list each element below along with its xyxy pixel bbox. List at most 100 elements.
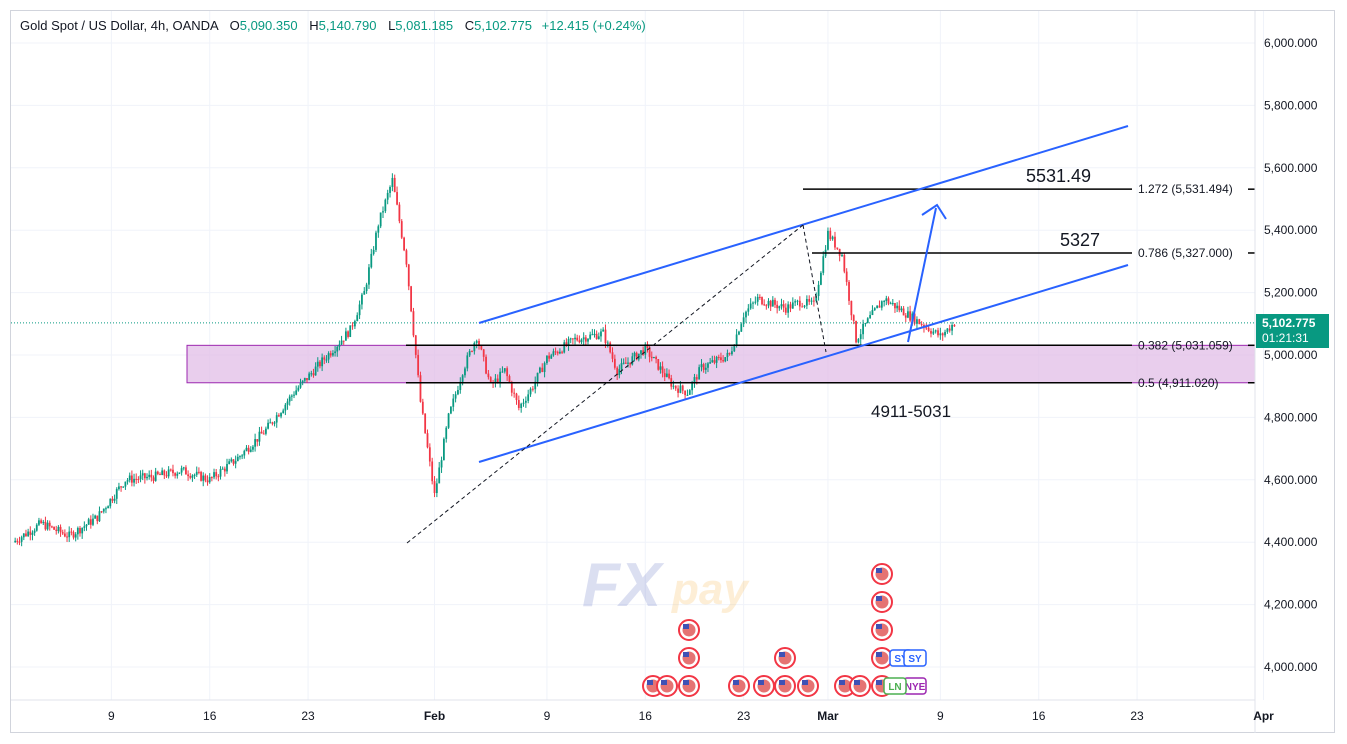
- candle-body: [226, 463, 228, 472]
- candle-body: [681, 385, 684, 391]
- candle-body: [704, 367, 707, 370]
- candle-body: [720, 357, 722, 361]
- open-value: 5,090.350: [239, 18, 298, 33]
- candle-body: [698, 367, 701, 380]
- candle-body: [57, 526, 60, 532]
- candle-body: [450, 406, 452, 414]
- price-tick-label: 5,000.000: [1264, 348, 1318, 362]
- symbol-title[interactable]: Gold Spot / US Dollar, 4h, OANDA: [20, 18, 218, 33]
- candle-body: [308, 373, 311, 381]
- candle-body: [445, 427, 448, 439]
- price-tick-label: 5,400.000: [1264, 223, 1318, 237]
- candle-body: [834, 236, 836, 248]
- candle-body: [688, 390, 691, 395]
- candle-body: [499, 371, 501, 383]
- candle-body: [461, 375, 464, 382]
- candle-body: [515, 393, 518, 401]
- candle-body: [349, 325, 352, 337]
- time-tick-label: 9: [937, 709, 944, 723]
- candle-body: [167, 469, 170, 477]
- candle-body: [174, 473, 177, 476]
- candle-body: [653, 357, 655, 359]
- candle-body: [169, 469, 172, 471]
- candle-body: [396, 192, 398, 205]
- candle-body: [72, 532, 75, 538]
- candle-body: [852, 315, 855, 321]
- candle-body: [803, 305, 806, 307]
- candle-body: [152, 477, 155, 481]
- candle-body: [841, 254, 843, 256]
- candle-body: [454, 394, 457, 399]
- ln-event-icon: LN: [888, 682, 901, 693]
- economic-events: SY SY NYE LN: [642, 563, 927, 697]
- candle-body: [189, 476, 192, 478]
- candle-body: [25, 533, 27, 537]
- candle-body: [604, 329, 607, 344]
- candle-body: [61, 532, 64, 534]
- candle-body: [323, 357, 326, 360]
- candle-body: [299, 382, 302, 388]
- candle-body: [319, 361, 321, 367]
- candle-body: [290, 395, 293, 397]
- candle-body: [150, 474, 153, 478]
- candle-body: [635, 352, 638, 360]
- candle-body: [869, 315, 872, 319]
- candle-body: [941, 333, 944, 336]
- candle-body: [447, 413, 450, 428]
- candle-body: [63, 533, 66, 537]
- candle-body: [848, 281, 850, 301]
- candle-body: [571, 338, 574, 340]
- candle-body: [810, 300, 813, 302]
- last-price-badge: 5,102.775 01:21:31: [1256, 314, 1329, 348]
- candle-body: [198, 471, 200, 473]
- time-tick-label: 9: [108, 709, 115, 723]
- high-label: H: [309, 18, 319, 33]
- candle-body: [554, 351, 557, 353]
- candle-body: [756, 296, 759, 302]
- candle-body: [709, 362, 712, 364]
- candle-body: [176, 473, 179, 476]
- candle-body: [55, 529, 58, 532]
- us-flag-icon: [774, 647, 796, 669]
- candle-body: [731, 351, 733, 355]
- candle-body: [20, 537, 23, 542]
- candle-body: [508, 376, 511, 383]
- candle-body: [66, 536, 68, 538]
- candle-body: [787, 304, 790, 313]
- candle-body: [944, 331, 946, 336]
- candle-body: [410, 286, 413, 312]
- candle-body: [221, 468, 224, 470]
- candle-body: [812, 300, 815, 302]
- candle-body: [674, 385, 677, 389]
- candle-body: [400, 221, 403, 238]
- candle-body: [265, 428, 267, 434]
- candle-body: [426, 433, 429, 448]
- candle-body: [202, 475, 205, 481]
- fib-label: 0.5 (4,911.020): [1138, 376, 1219, 390]
- candle-body: [501, 371, 504, 373]
- candle-body: [22, 533, 25, 538]
- candle-body: [715, 356, 718, 363]
- time-tick-label: 9: [544, 709, 551, 723]
- candle-body: [70, 531, 73, 533]
- candle-body: [105, 508, 107, 510]
- candle-body: [180, 468, 183, 473]
- candle-body: [252, 446, 254, 450]
- us-flag-icon: [774, 675, 796, 697]
- price-tick-label: 4,000.000: [1264, 660, 1318, 674]
- candle-body: [191, 475, 194, 478]
- candle-body: [431, 461, 434, 482]
- last-price-value: 5,102.775: [1262, 316, 1316, 330]
- candle-body: [480, 345, 483, 350]
- candle-body: [907, 311, 909, 318]
- candle-body: [200, 472, 202, 481]
- candle-body: [386, 192, 389, 200]
- candle-body: [280, 413, 282, 417]
- candle-body: [210, 477, 213, 479]
- candle-body: [576, 337, 579, 341]
- annotation-zone: 4911-5031: [871, 402, 951, 421]
- candle-body: [143, 473, 146, 479]
- us-flag-icon: [656, 675, 678, 697]
- candle-body: [347, 331, 349, 337]
